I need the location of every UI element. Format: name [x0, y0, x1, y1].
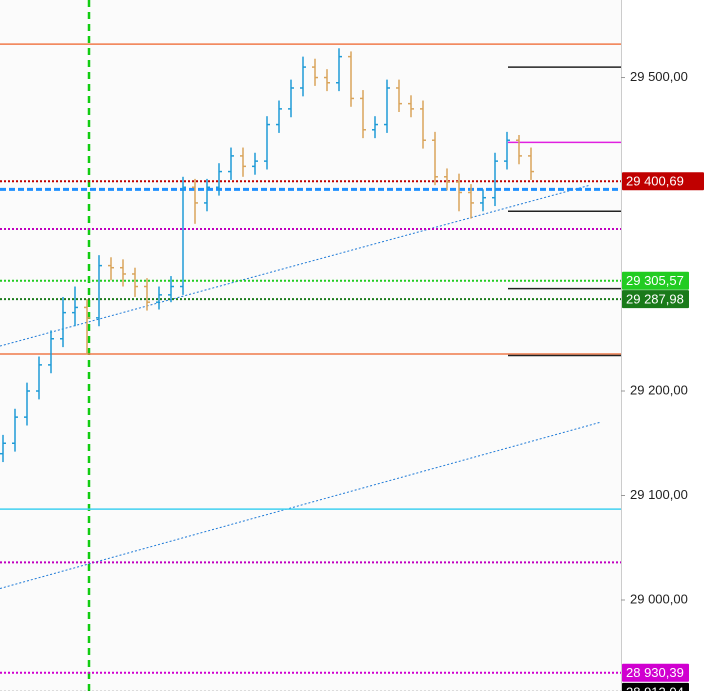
y-tick-label: 29 500,00 [630, 69, 688, 84]
price-label: 28 930,39 [626, 665, 684, 680]
price-label-bg [622, 172, 704, 191]
y-tick-label: 29 200,00 [630, 382, 688, 397]
y-tick-label: 29 000,00 [630, 591, 688, 606]
price-label: 29 400,69 [626, 174, 684, 189]
price-label-bg [622, 663, 689, 682]
y-tick-label: 29 100,00 [630, 487, 688, 502]
plot-area [0, 0, 621, 691]
price-label: 29 287,98 [626, 292, 684, 307]
price-label-bg [622, 290, 689, 309]
price-label: 29 305,57 [626, 273, 684, 288]
price-label-bg [622, 271, 689, 290]
price-label: 28 912,04 [626, 684, 684, 691]
price-label-bg [622, 682, 689, 691]
